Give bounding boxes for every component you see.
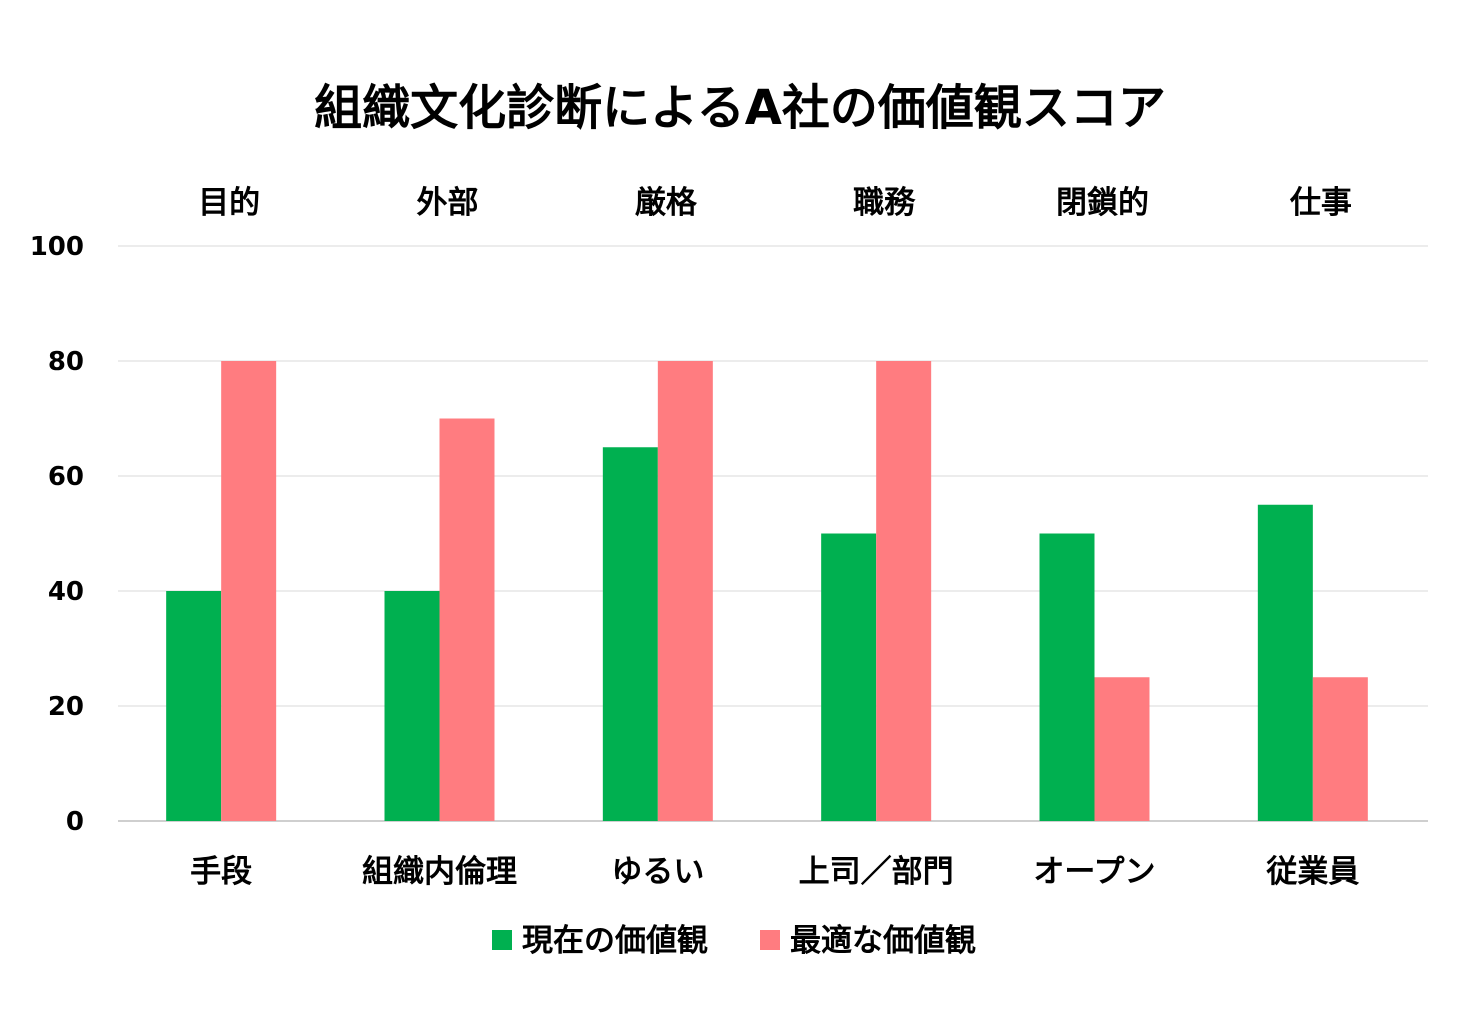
y-tick-label: 60 [48,462,84,492]
y-tick-label: 20 [48,692,84,722]
bar-current [821,533,877,821]
chart-title: 組織文化診断によるA社の価値観スコア [314,80,1166,136]
bar-current [384,591,440,821]
bar-current [602,447,658,821]
category-label: ゆるい [611,854,704,890]
category-label: オープン [1033,854,1155,890]
y-tick-label: 100 [30,232,84,262]
legend: 現在の価値観 最適な価値観 [492,923,976,959]
bar-optimal [1094,677,1150,821]
grid-lines [118,245,1428,822]
legend-label: 最適な価値観 [790,923,976,959]
legend-swatch [760,930,780,950]
top-category-labels: 目的 外部 厳格 職務 閉鎖的 仕事 [198,185,1352,221]
top-category-label: 目的 [198,185,260,221]
y-axis-tick-labels: 0 20 40 60 80 100 [30,232,84,837]
category-label: 上司／部門 [799,854,954,890]
bar-current [166,591,222,821]
category-label: 組織内倫理 [362,854,517,890]
top-category-label: 閉鎖的 [1056,185,1149,221]
bar-optimal [221,361,277,821]
bar-current [1039,533,1095,821]
bottom-category-labels: 手段 組織内倫理 ゆるい 上司／部門 オープン 従業員 [190,854,1359,890]
category-label: 手段 [190,854,252,890]
y-tick-label: 80 [48,347,84,377]
y-tick-label: 40 [48,577,84,607]
bar-optimal [876,361,932,821]
y-tick-label: 0 [66,807,84,837]
bar-optimal [657,361,713,821]
category-label: 従業員 [1265,854,1359,890]
bar-current [1257,504,1313,821]
bars [166,361,1368,821]
top-category-label: 厳格 [635,185,698,221]
top-category-label: 職務 [853,185,916,221]
top-category-label: 外部 [417,185,479,221]
bar-optimal [439,418,495,821]
top-category-label: 仕事 [1290,185,1352,221]
legend-swatch [492,930,512,950]
bar-optimal [1312,677,1368,821]
legend-label: 現在の価値観 [522,923,708,959]
